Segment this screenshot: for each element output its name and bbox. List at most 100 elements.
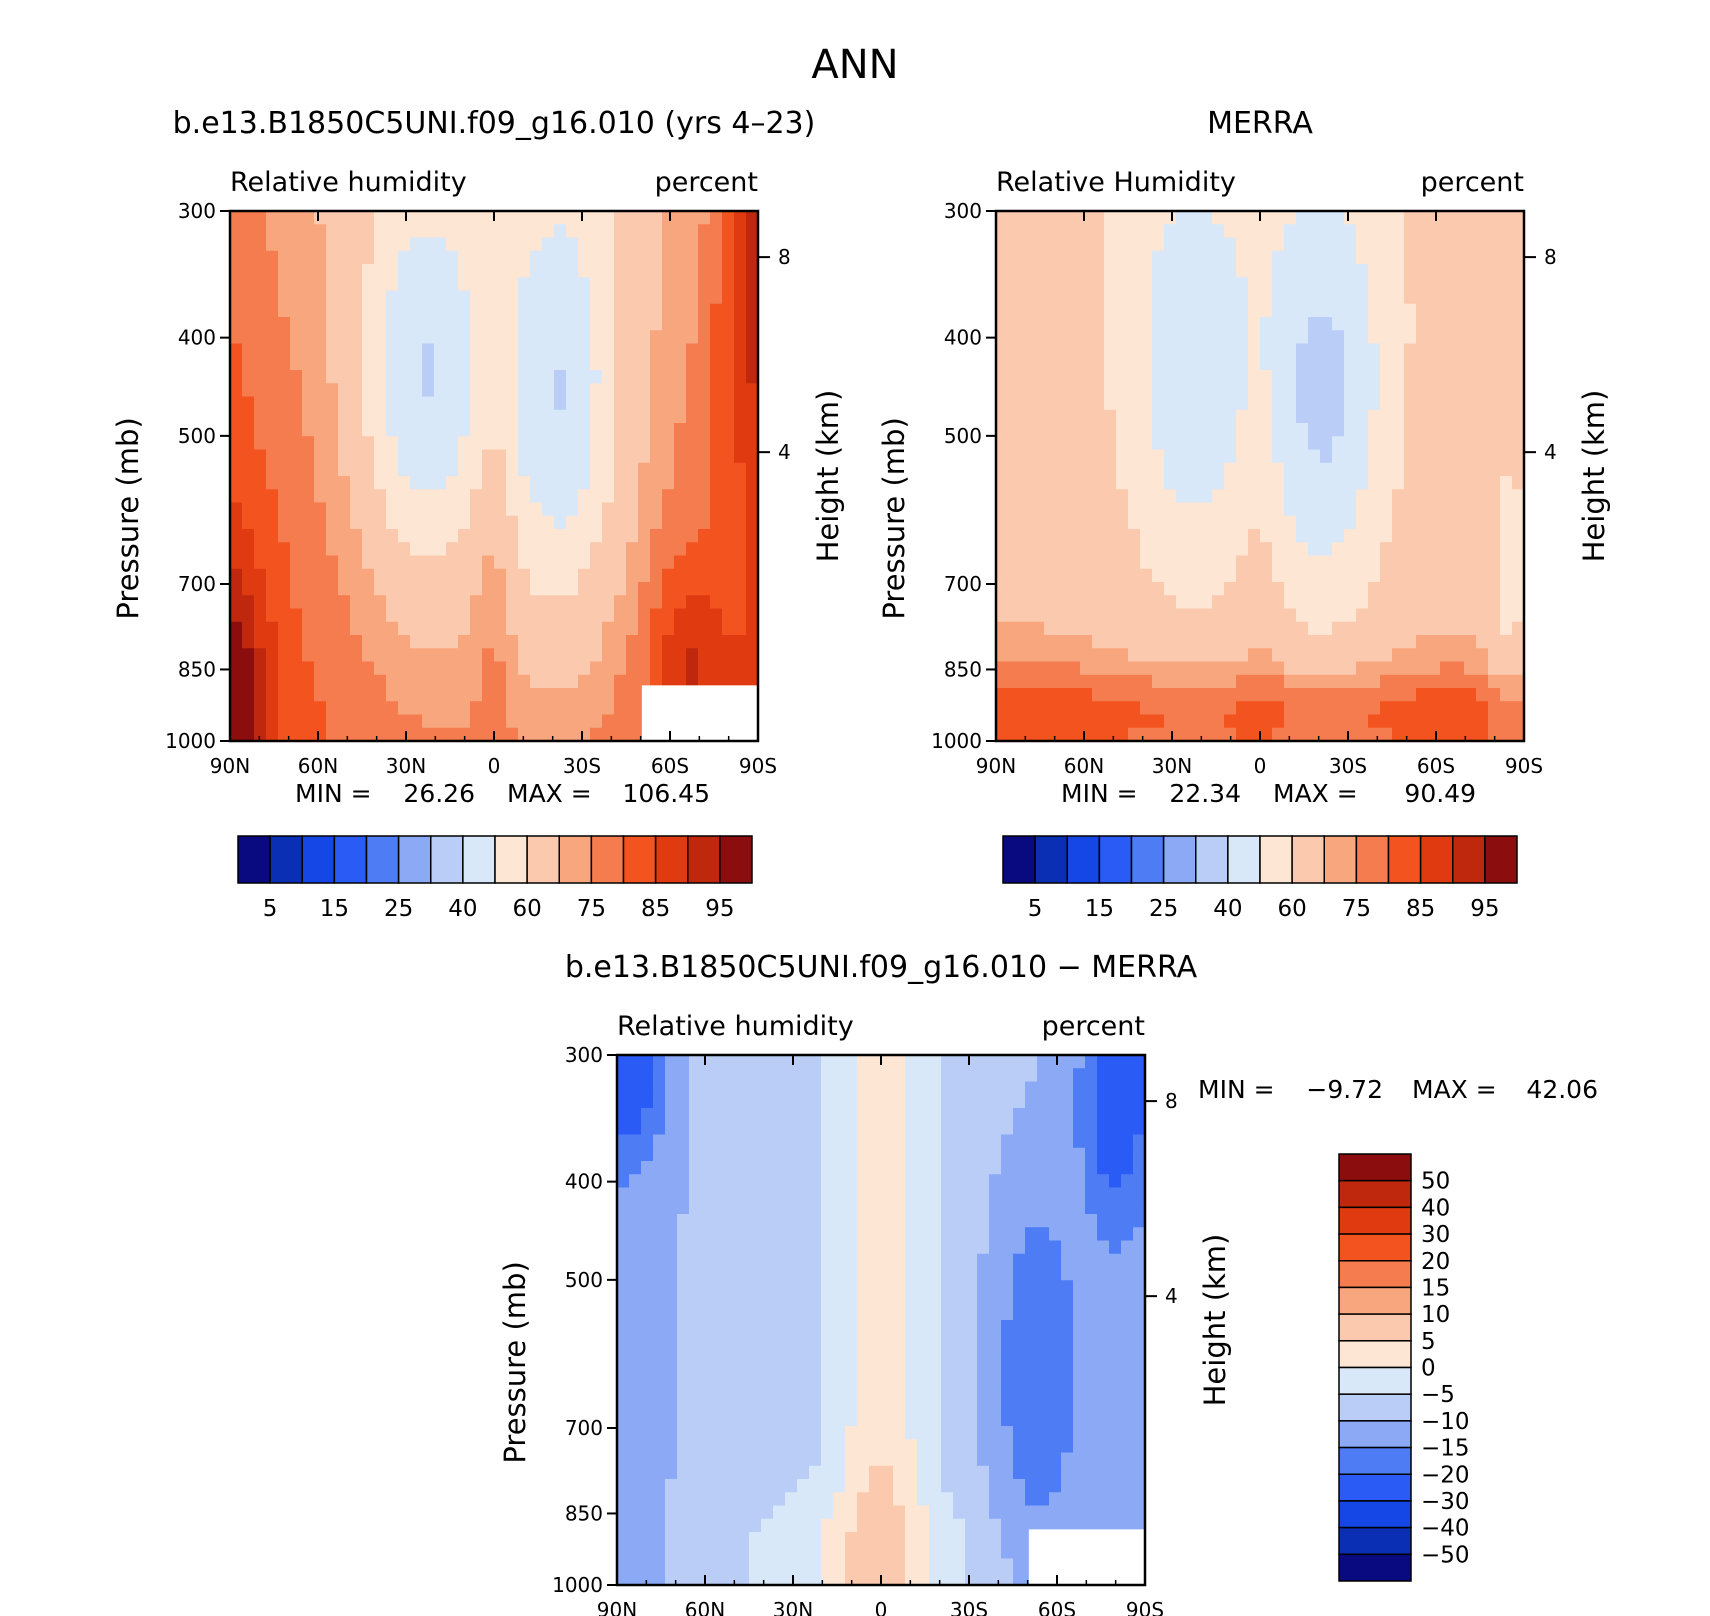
heatmap-cell: [617, 1452, 630, 1467]
heatmap-cell: [701, 1373, 714, 1387]
heatmap-cell: [629, 1439, 642, 1454]
heatmap-cell: [773, 1240, 786, 1255]
heatmap-cell: [989, 1240, 1002, 1255]
heatmap-cell: [761, 1306, 774, 1321]
heatmap-cell: [1428, 608, 1441, 623]
heatmap-cell: [1164, 211, 1177, 225]
heatmap-cell: [653, 1240, 666, 1255]
heatmap-cell: [1416, 264, 1429, 278]
heatmap-cell: [857, 1452, 870, 1467]
heatmap-cell: [653, 1479, 666, 1493]
heatmap-cell: [701, 1134, 714, 1149]
heatmap-cell: [953, 1253, 966, 1268]
heatmap-cell: [686, 370, 699, 384]
heatmap-cell: [737, 1479, 750, 1493]
heatmap-cell: [362, 688, 375, 702]
heatmap-cell: [785, 1479, 798, 1493]
heatmap-cell: [1176, 542, 1189, 557]
heatmap-cell: [1200, 211, 1213, 225]
heatmap-cell: [662, 648, 675, 663]
heatmap-cell: [1356, 436, 1369, 451]
heatmap-cell: [614, 343, 627, 358]
heatmap-cell: [809, 1320, 822, 1334]
heatmap-cell: [494, 555, 507, 570]
heatmap-cell: [665, 1346, 678, 1361]
heatmap-cell: [617, 1399, 630, 1414]
heatmap-cell: [350, 436, 363, 451]
heatmap-cell: [749, 1068, 762, 1083]
heatmap-cell: [665, 1571, 678, 1586]
heatmap-cell: [1464, 264, 1477, 278]
heatmap-cell: [578, 290, 591, 305]
heatmap-cell: [470, 489, 483, 504]
heatmap-cell: [977, 1532, 990, 1546]
heatmap-cell: [266, 343, 279, 358]
heatmap-cell: [1380, 449, 1393, 464]
heatmap-cell: [797, 1121, 810, 1136]
heatmap-cell: [629, 1240, 642, 1255]
heatmap-cell: [350, 462, 363, 477]
heatmap-cell: [1428, 701, 1441, 716]
heatmap-cell: [602, 436, 615, 451]
heatmap-cell: [1020, 674, 1033, 689]
heatmap-cell: [996, 436, 1009, 451]
heatmap-cell: [1176, 383, 1189, 398]
heatmap-cell: [1212, 250, 1225, 265]
heatmap-cell: [1452, 727, 1465, 742]
heatmap-cell: [785, 1280, 798, 1295]
heatmap-cell: [737, 1505, 750, 1520]
heatmap-cell: [785, 1161, 798, 1175]
heatmap-cell: [701, 1386, 714, 1401]
heatmap-cell: [506, 330, 519, 345]
heatmap-cell: [869, 1055, 882, 1069]
heatmap-cell: [617, 1545, 630, 1560]
heatmap-cell: [482, 515, 495, 530]
heatmap-cell: [1200, 582, 1213, 596]
heatmap-cell: [857, 1412, 870, 1427]
heatmap-cell: [686, 568, 699, 583]
heatmap-cell: [614, 224, 627, 239]
heatmap-cell: [1368, 250, 1381, 265]
heatmap-cell: [737, 1200, 750, 1215]
heatmap-cell: [374, 568, 387, 583]
heatmap-cell: [1236, 595, 1249, 610]
heatmap-cell: [734, 224, 747, 239]
heatmap-cell: [725, 1492, 738, 1507]
heatmap-cell: [314, 356, 327, 371]
heatmap-cell: [458, 264, 471, 278]
heatmap-cell: [626, 211, 639, 225]
heatmap-cell: [578, 409, 591, 424]
heatmap-cell: [881, 1068, 894, 1083]
heatmap-cell: [482, 237, 495, 252]
heatmap-cell: [725, 1147, 738, 1162]
heatmap-cell: [1272, 290, 1285, 305]
heatmap-cell: [554, 701, 567, 716]
heatmap-cell: [1476, 608, 1489, 623]
heatmap-cell: [1440, 396, 1453, 411]
heatmap-cell: [797, 1426, 810, 1440]
heatmap-cell: [746, 290, 759, 305]
heatmap-cell: [1284, 555, 1297, 570]
heatmap-cell: [1068, 661, 1081, 676]
heatmap-cell: [677, 1373, 690, 1387]
heatmap-cell: [1284, 648, 1297, 663]
heatmap-cell: [566, 674, 579, 689]
heatmap-cell: [1284, 423, 1297, 437]
heatmap-cell: [614, 237, 627, 252]
heatmap-cell: [1464, 330, 1477, 345]
heatmap-cell: [638, 330, 651, 345]
heatmap-cell: [446, 436, 459, 451]
heatmap-cell: [617, 1293, 630, 1308]
heatmap-cell: [1512, 264, 1525, 278]
heatmap-cell: [710, 555, 723, 570]
heatmap-cell: [326, 701, 339, 716]
heatmap-cell: [674, 370, 687, 384]
heatmap-cell: [1200, 343, 1213, 358]
heatmap-cell: [1056, 462, 1069, 477]
heatmap-cell: [626, 383, 639, 398]
colorbar-swatch: [237, 835, 271, 884]
heatmap-cell: [737, 1465, 750, 1480]
heatmap-cell: [1116, 409, 1129, 424]
heatmap-cell: [665, 1359, 678, 1374]
heatmap-cell: [1284, 714, 1297, 729]
